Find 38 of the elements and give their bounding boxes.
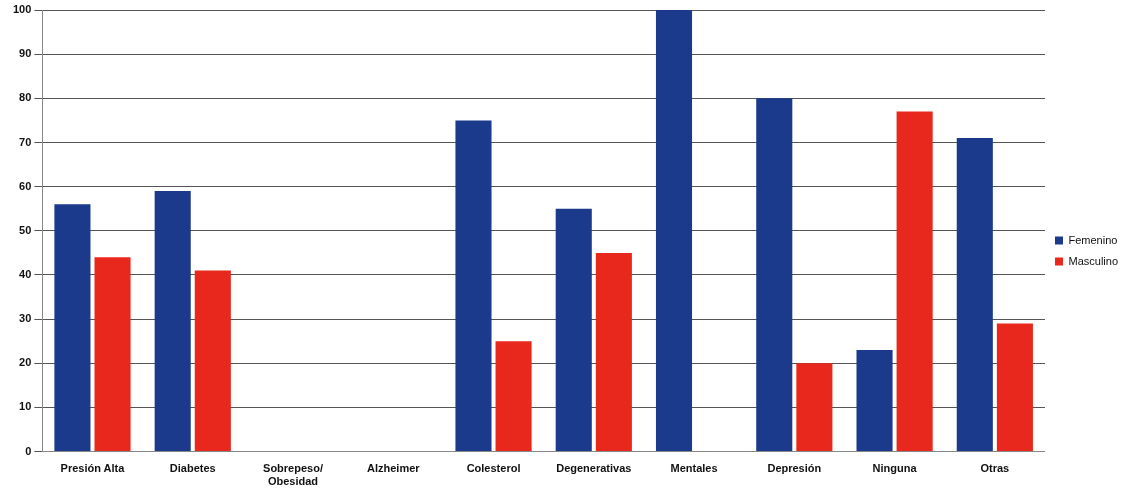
x-tick-label: Mentales [670, 462, 718, 475]
bar [595, 252, 632, 452]
y-tick-label: 30 [19, 312, 32, 325]
bar [154, 191, 191, 452]
x-tick-label: Depresión [767, 462, 822, 475]
bar [94, 257, 131, 452]
bar [796, 363, 833, 452]
y-tick-label: 100 [12, 3, 32, 16]
x-tick-label: Colesterol [466, 462, 521, 475]
bar [194, 270, 231, 452]
x-tick-label: Ninguna [872, 462, 918, 475]
bar [996, 323, 1033, 452]
bar [896, 111, 933, 452]
x-tick-label: Diabetes [169, 462, 216, 475]
y-tick-label: 20 [19, 356, 32, 369]
bar [756, 98, 793, 452]
legend-label: Femenino [1068, 233, 1118, 246]
bar [495, 341, 532, 452]
y-tick-label: 80 [19, 91, 32, 104]
x-tick-label: Sobrepeso/ Obesidad [263, 462, 323, 488]
bar [655, 10, 693, 452]
bar [54, 204, 91, 452]
y-tick-label: 10 [19, 400, 32, 413]
y-tick-label: 60 [19, 179, 32, 192]
x-tick-label: Otras [980, 462, 1010, 475]
y-tick-label: 50 [19, 223, 32, 236]
y-tick-label: 0 [25, 444, 32, 457]
x-tick-label: Alzheimer [366, 462, 421, 475]
x-tick-label: Presión Alta [60, 462, 126, 475]
bar [555, 208, 592, 452]
legend-label: Masculino [1068, 254, 1119, 267]
y-tick-label: 40 [19, 267, 32, 280]
bar [856, 350, 893, 452]
bar [956, 138, 993, 452]
y-tick-label: 90 [19, 47, 32, 60]
x-tick-label: Degenerativas [556, 462, 632, 475]
bar [455, 120, 492, 452]
y-tick-label: 70 [19, 135, 32, 148]
